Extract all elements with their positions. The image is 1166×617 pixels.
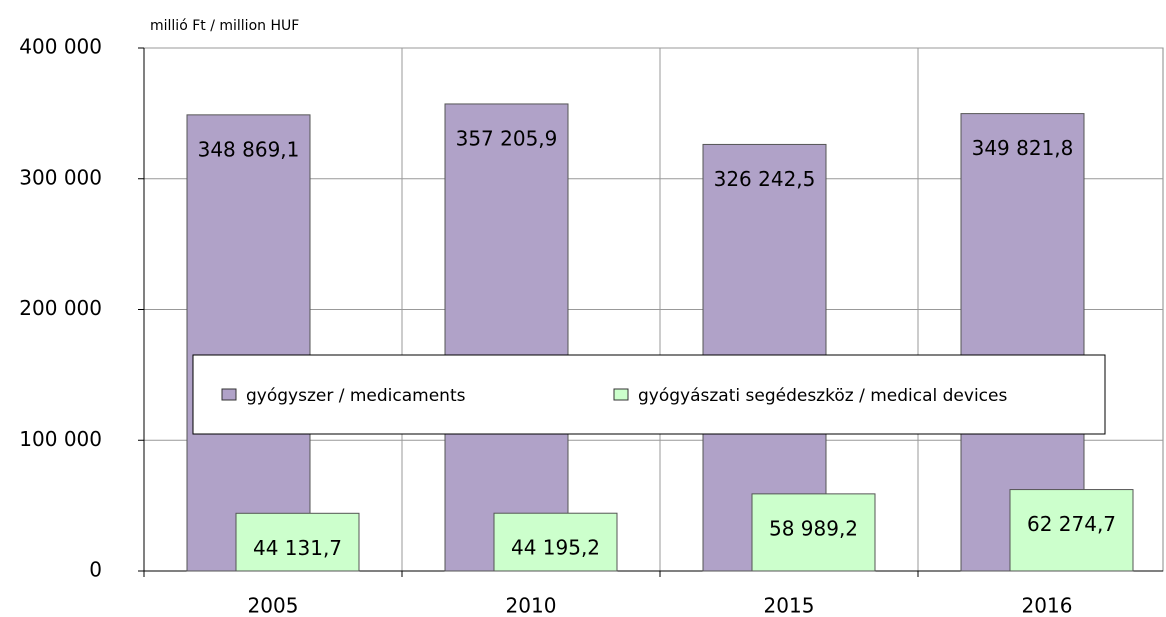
bar bbox=[751, 493, 876, 572]
x-tick-label: 2005 bbox=[248, 594, 299, 617]
y-tick-label: 100 000 bbox=[19, 427, 102, 451]
bar bbox=[493, 512, 618, 572]
y-tick-label: 200 000 bbox=[19, 296, 102, 320]
y-tick-label: 0 bbox=[89, 558, 102, 582]
bar bbox=[1009, 489, 1134, 572]
legend bbox=[192, 354, 1106, 435]
value-label: 326 242,5 bbox=[714, 167, 816, 191]
value-label: 357 205,9 bbox=[456, 126, 558, 150]
bar bbox=[186, 114, 311, 572]
value-label: 44 195,2 bbox=[511, 536, 600, 560]
value-label: 62 274,7 bbox=[1027, 512, 1116, 536]
bar bbox=[444, 103, 569, 572]
legend-label: gyógyszer / medicaments bbox=[246, 386, 466, 406]
x-tick-label: 2015 bbox=[764, 594, 815, 617]
value-label: 44 131,7 bbox=[253, 536, 342, 560]
x-tick-label: 2010 bbox=[506, 594, 557, 617]
legend-swatch bbox=[613, 388, 629, 401]
value-label: 58 989,2 bbox=[769, 516, 858, 540]
value-label: 348 869,1 bbox=[198, 137, 300, 161]
legend-label: gyógyászati segédeszköz / medical device… bbox=[638, 386, 1007, 406]
bar bbox=[235, 512, 360, 572]
y-axis-unit: millió Ft / million HUF bbox=[150, 18, 299, 34]
legend-swatch bbox=[221, 388, 237, 401]
value-label: 349 821,8 bbox=[972, 136, 1074, 160]
y-tick-label: 300 000 bbox=[19, 165, 102, 189]
y-tick-label: 400 000 bbox=[19, 35, 102, 59]
x-tick-label: 2016 bbox=[1022, 594, 1073, 617]
